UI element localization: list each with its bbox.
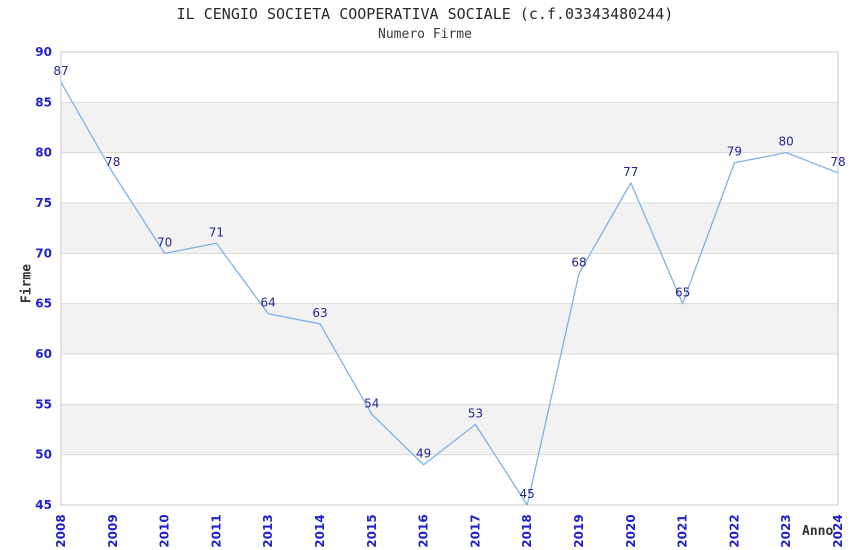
x-tick-label: 2018 — [520, 514, 534, 547]
x-tick-label: 2023 — [779, 514, 793, 547]
data-point-label: 71 — [209, 225, 224, 239]
x-tick-label: 2014 — [313, 514, 327, 547]
chart-subtitle: Numero Firme — [378, 27, 472, 42]
y-tick-label: 50 — [35, 448, 52, 462]
x-tick-label: 2010 — [158, 514, 172, 547]
x-tick-label: 2009 — [106, 514, 120, 547]
data-point-label: 45 — [520, 487, 535, 501]
y-tick-label: 55 — [35, 397, 52, 411]
data-point-label: 78 — [830, 155, 845, 169]
x-tick-label: 2011 — [209, 514, 223, 547]
x-tick-label: 2020 — [624, 514, 638, 547]
x-tick-label: 2022 — [727, 514, 741, 547]
data-point-label: 65 — [675, 286, 690, 300]
chart-title: IL CENGIO SOCIETA COOPERATIVA SOCIALE (c… — [176, 5, 674, 23]
plot-band — [61, 102, 838, 153]
data-point-label: 78 — [105, 155, 120, 169]
data-point-label: 53 — [468, 406, 483, 420]
data-point-label: 80 — [779, 135, 794, 149]
y-tick-label: 70 — [35, 246, 52, 260]
y-tick-label: 60 — [35, 347, 52, 361]
x-tick-label: 2016 — [417, 514, 431, 547]
x-tick-label: 2019 — [572, 514, 586, 547]
data-point-label: 63 — [312, 306, 327, 320]
x-tick-label: 2017 — [468, 514, 482, 547]
y-axis-title: Firme — [19, 263, 35, 304]
data-point-label: 68 — [571, 255, 586, 269]
data-point-label: 64 — [261, 296, 276, 310]
data-point-label: 77 — [623, 165, 638, 179]
x-tick-label: 2008 — [54, 514, 68, 547]
data-point-label: 79 — [727, 145, 742, 159]
plot-band — [61, 404, 838, 455]
x-tick-label: 2024 — [831, 514, 845, 547]
plot-band — [61, 303, 838, 354]
y-tick-label: 65 — [35, 297, 52, 311]
line-series — [60, 81, 839, 506]
y-tick-label: 75 — [35, 196, 52, 210]
x-tick-label: 2021 — [676, 514, 690, 547]
plot-border — [60, 51, 839, 506]
data-point-label: 54 — [364, 396, 379, 410]
data-point-label: 49 — [416, 447, 431, 461]
data-point-label: 70 — [157, 235, 172, 249]
x-tick-label: 2015 — [365, 514, 379, 547]
x-axis-title: Anno — [802, 524, 834, 539]
data-point-label: 87 — [53, 64, 68, 78]
y-tick-label: 45 — [35, 498, 52, 512]
y-tick-label: 90 — [35, 45, 52, 59]
y-tick-label: 85 — [35, 95, 52, 109]
x-tick-label: 2013 — [261, 514, 275, 547]
plot-band — [61, 203, 838, 254]
y-tick-label: 80 — [35, 146, 52, 160]
